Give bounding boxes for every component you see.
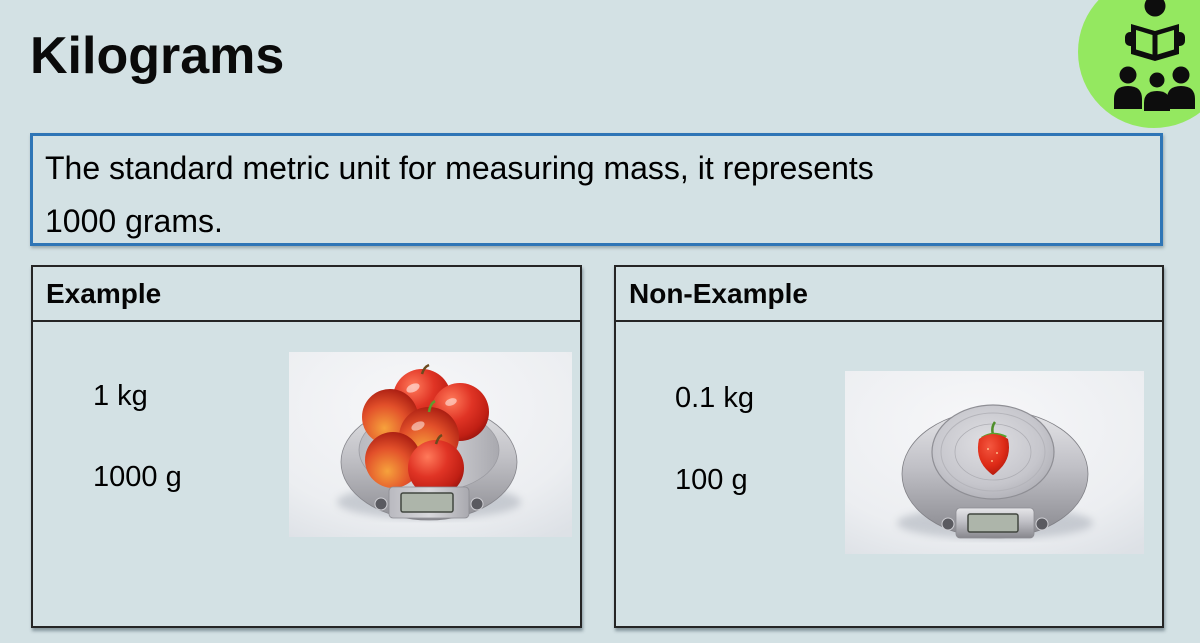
strawberry-on-kitchen-scale-photo — [845, 371, 1144, 554]
non-example-value-kg: 0.1 kg — [675, 382, 754, 414]
storytime-badge — [1078, 0, 1200, 128]
example-value-g: 1000 g — [93, 461, 182, 493]
apples-on-kitchen-scale-photo — [289, 352, 572, 537]
definition-line-2: 1000 grams. — [45, 203, 223, 239]
non-example-panel-header: Non-Example — [616, 267, 1162, 322]
non-example-panel: Non-Example 0.1 kg 100 g — [614, 265, 1164, 628]
example-panel-header: Example — [33, 267, 580, 322]
non-example-value-g: 100 g — [675, 464, 748, 496]
example-value-kg: 1 kg — [93, 380, 148, 412]
example-panel-body: 1 kg 1000 g — [33, 322, 580, 626]
example-panel: Example 1 kg 1000 g — [31, 265, 582, 628]
storytime-reader-audience-icon — [1078, 0, 1200, 128]
definition-line-1: The standard metric unit for measuring m… — [45, 150, 874, 186]
page-title: Kilograms — [30, 27, 285, 85]
definition-box: The standard metric unit for measuring m… — [30, 133, 1163, 246]
non-example-panel-body: 0.1 kg 100 g — [616, 322, 1162, 626]
